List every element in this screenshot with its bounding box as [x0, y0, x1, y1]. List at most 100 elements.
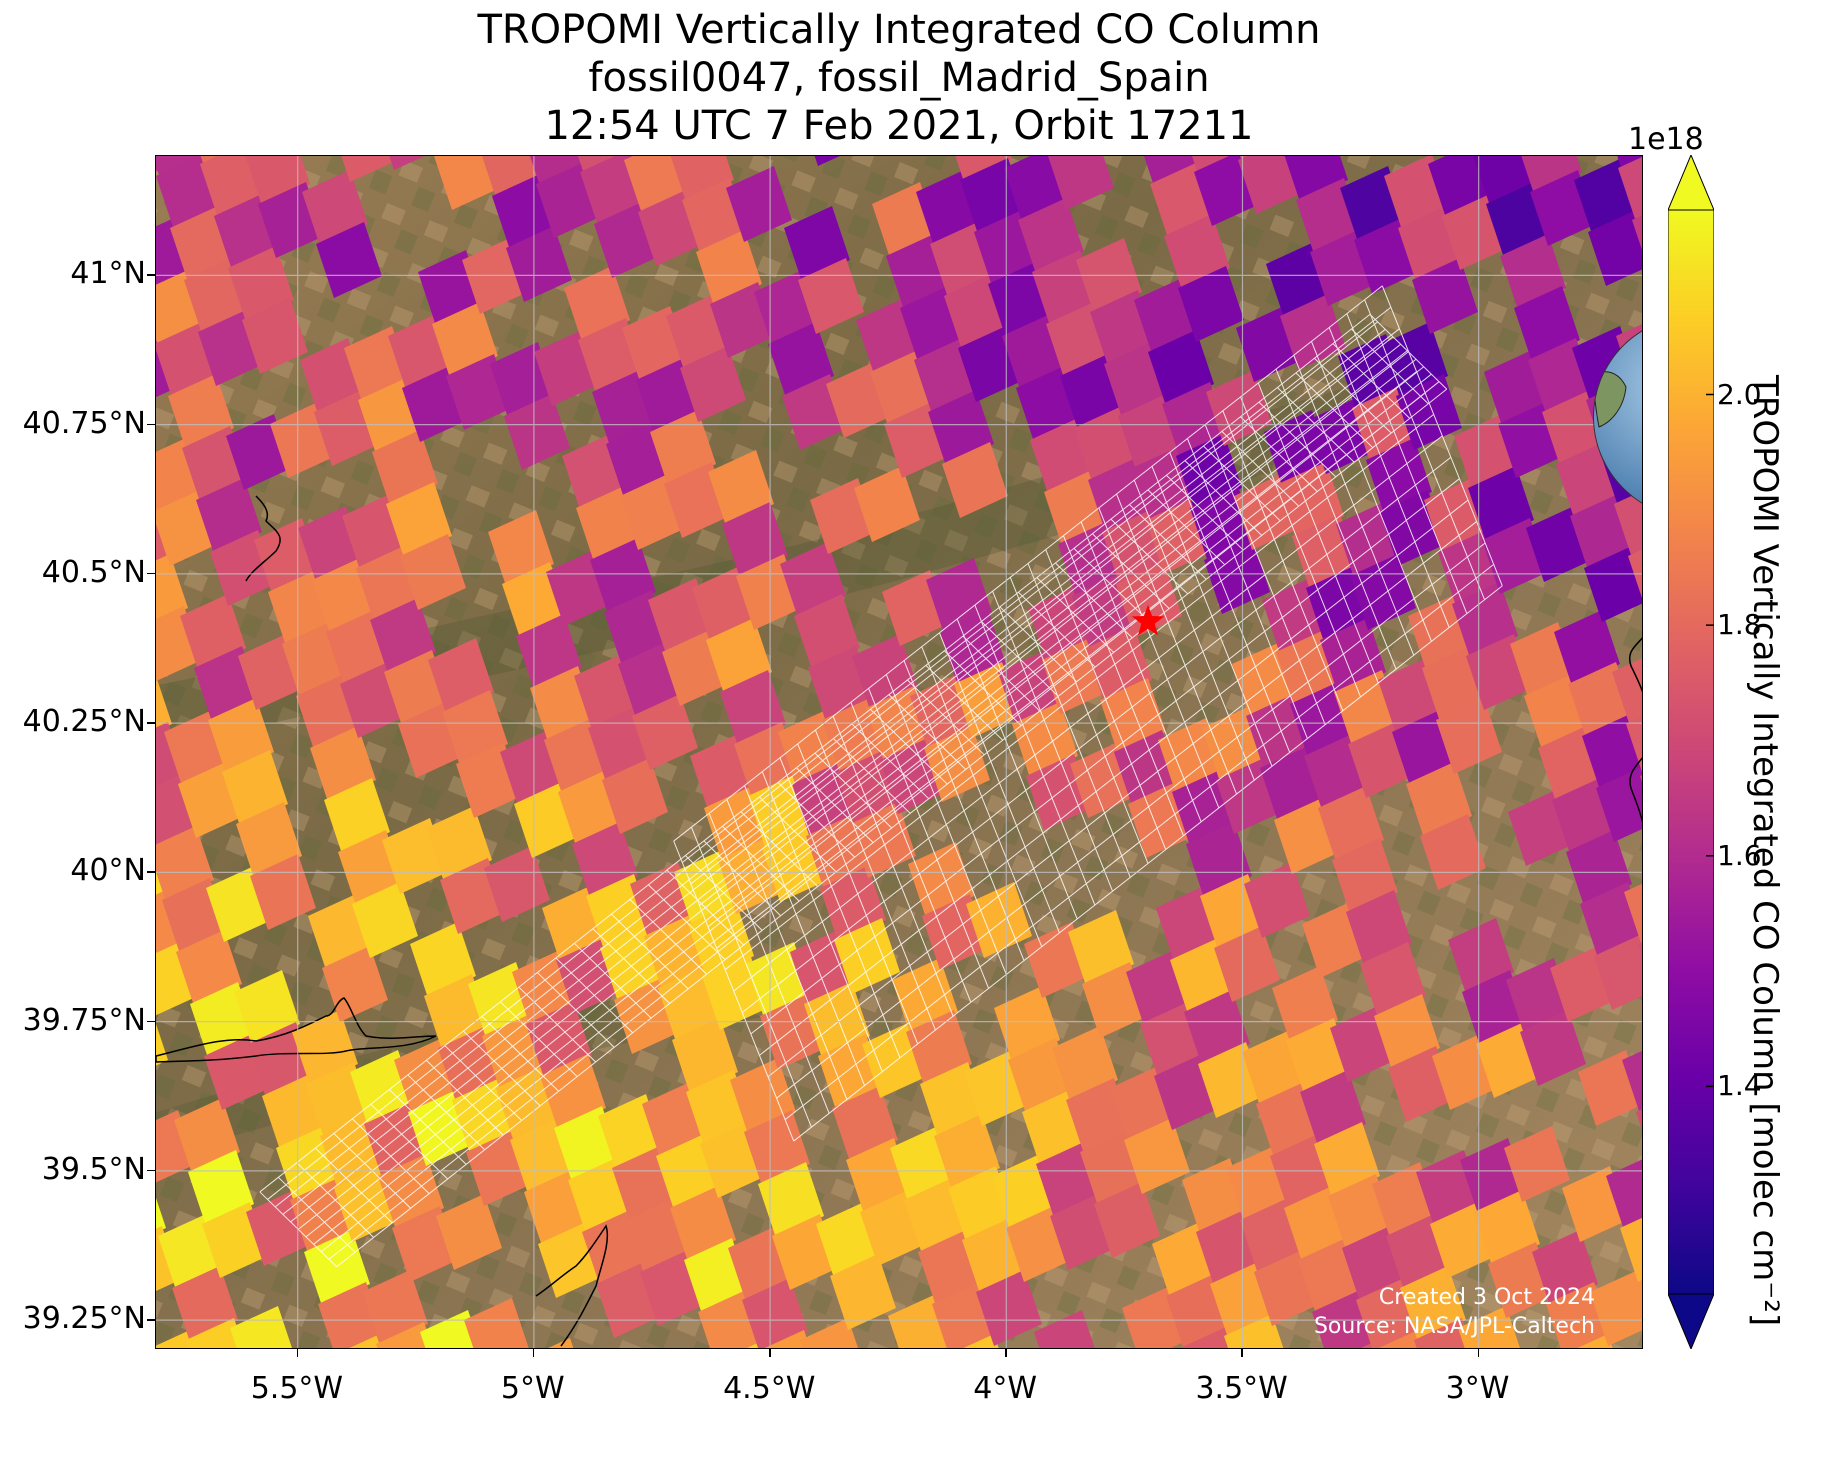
co-column-cell: [1458, 1306, 1520, 1348]
co-column-cell: [1350, 554, 1416, 630]
co-column-cell: [1521, 156, 1582, 194]
co-column-cell: [324, 778, 390, 854]
sounding-edge: [320, 373, 1432, 1253]
title-line-2: fossil0047, fossil_Madrid_Spain: [588, 55, 1210, 101]
co-column-cell: [1378, 1330, 1424, 1348]
co-column-cell: [1468, 466, 1534, 542]
co-column-cell: [1148, 330, 1214, 406]
latitude-tick-mark: [147, 274, 155, 276]
title-line-1: TROPOMI Vertically Integrated CO Column: [477, 7, 1321, 53]
created-credit: Created 3 Oct 2024: [1378, 1285, 1595, 1310]
co-column-cell: [1244, 862, 1310, 938]
map-canvas[interactable]: [156, 156, 1643, 1349]
co-column-cell: [798, 258, 864, 334]
title-line-3: 12:54 UTC 7 Feb 2021, Orbit 17211: [544, 103, 1254, 149]
co-column-cell: [1374, 994, 1440, 1070]
co-column-cell: [1100, 678, 1166, 754]
co-column-cell: [1626, 716, 1642, 772]
co-column-cell: [156, 606, 202, 682]
co-column-cell: [632, 694, 698, 770]
sounding-edge: [784, 564, 1495, 1121]
sounding-edge: [767, 521, 1477, 1078]
colorbar-tick-label: 2.0: [1717, 377, 1762, 411]
co-column-cell: [548, 1338, 574, 1348]
co-column-cell: [1184, 990, 1250, 1066]
co-column-cell: [352, 882, 418, 958]
co-column-cell: [228, 246, 294, 322]
co-column-cell: [768, 322, 834, 398]
co-column-cell: [174, 1098, 240, 1174]
co-column-cell: [245, 156, 310, 206]
latitude-tick-mark: [147, 871, 155, 873]
longitude-tick-mark: [532, 1349, 535, 1357]
co-column-cell: [814, 156, 840, 166]
target-star-icon[interactable]: [1131, 604, 1165, 636]
co-column-cell: [1624, 883, 1642, 946]
co-column-cell: [1606, 1159, 1642, 1230]
co-column-cell: [1116, 562, 1182, 638]
longitude-tick-mark: [769, 1349, 771, 1357]
co-column-cell: [1094, 1182, 1160, 1258]
co-column-cell: [506, 226, 572, 302]
co-column-cell: [1448, 918, 1514, 994]
co-column-cell: [156, 1110, 196, 1183]
latitude-tick-mark: [147, 1319, 155, 1321]
longitude-tick-label: 5°W: [500, 1371, 565, 1406]
map-panel[interactable]: [155, 155, 1643, 1349]
co-column-cell: [434, 156, 500, 210]
co-column-cell: [730, 1058, 796, 1134]
sounding-edge: [699, 349, 1409, 906]
sounding-edge: [673, 285, 1383, 842]
co-column-cell: [1280, 294, 1346, 370]
co-column-cell: [378, 1154, 444, 1230]
co-column-cell: [428, 638, 494, 714]
colorbar-extend-top: [1668, 155, 1714, 211]
co-column-cell: [464, 1298, 529, 1348]
co-column-cell: [1272, 966, 1338, 1042]
co-column-cell: [530, 156, 588, 186]
co-column-cell: [1124, 1118, 1190, 1194]
latitude-tick-label: 40°N: [70, 853, 146, 889]
co-column-cell: [1318, 786, 1384, 862]
co-column-cell: [1582, 714, 1642, 790]
co-column-cell: [1632, 215, 1642, 250]
co-column-cell: [376, 1322, 433, 1348]
longitude-tick-label: 3°W: [1445, 1371, 1510, 1406]
sounding-edge: [328, 381, 1440, 1260]
sounding-edge: [681, 306, 1392, 863]
co-column-cell: [942, 442, 1008, 518]
co-column-cell: [1618, 157, 1642, 222]
colorbar: [1668, 155, 1714, 1349]
co-column-cell: [1206, 370, 1272, 446]
co-column-cell: [176, 930, 242, 1006]
co-column-cell: [1520, 1010, 1586, 1086]
co-column-cell: [780, 542, 846, 618]
co-column-cell: [242, 298, 308, 374]
co-column-cell: [230, 1306, 292, 1348]
sounding-edge: [750, 478, 1460, 1035]
latitude-tick-mark: [147, 423, 155, 426]
colorbar-scale-label: 1e18: [1628, 122, 1704, 157]
longitude-tick-label: 5.5°W: [250, 1371, 344, 1406]
co-column-cell: [1278, 462, 1344, 538]
co-column-cell: [1238, 156, 1304, 214]
co-column-cell: [156, 554, 188, 623]
co-column-cell: [963, 1334, 999, 1348]
co-column-cell: [372, 430, 438, 506]
co-column-cell: [1636, 1109, 1642, 1130]
co-column-cell: [1620, 1217, 1642, 1282]
co-column-cell: [180, 594, 246, 670]
co-column-cell: [1164, 214, 1230, 290]
co-column-cell: [222, 750, 288, 826]
co-column-cell: [1584, 546, 1642, 622]
co-column-cell: [1300, 1070, 1366, 1146]
latitude-tick-label: 39.75°N: [22, 1002, 146, 1038]
co-column-cell: [1332, 838, 1398, 914]
sounding-edge: [724, 414, 1435, 971]
co-column-cell: [526, 1002, 592, 1078]
co-column-cell: [436, 1194, 502, 1270]
latitude-tick-mark: [147, 1169, 155, 1172]
co-column-cell: [488, 510, 554, 586]
target-marker[interactable]: [1131, 604, 1165, 636]
sounding-edge: [716, 392, 1426, 949]
